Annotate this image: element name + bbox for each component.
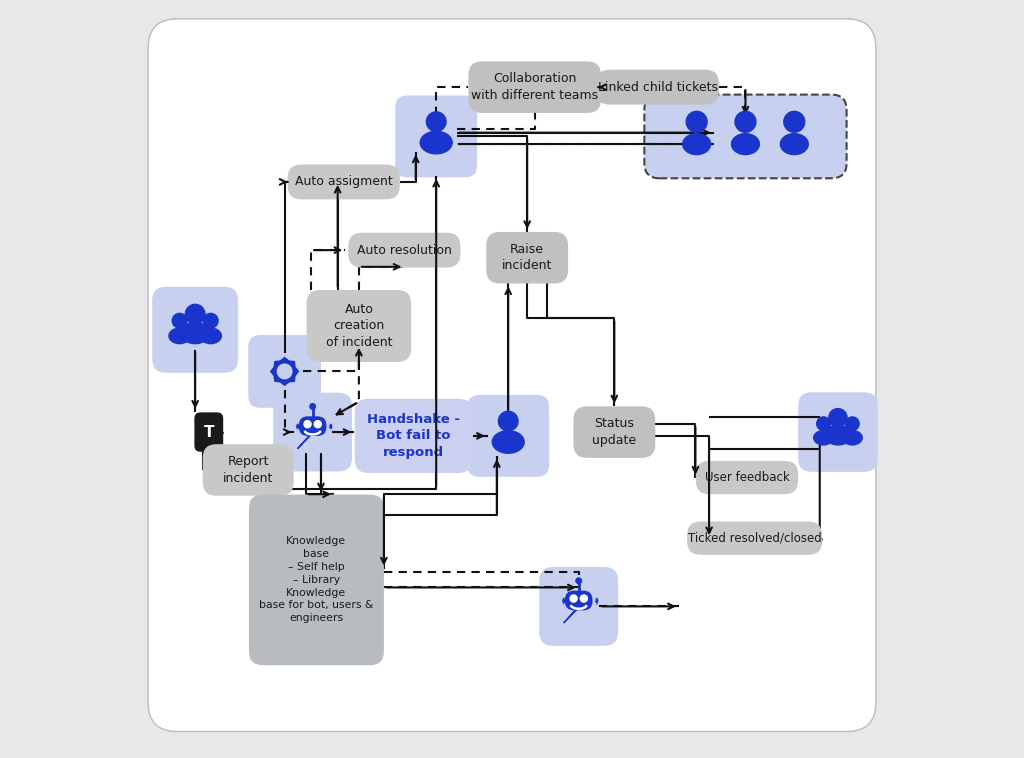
- Ellipse shape: [181, 322, 210, 343]
- FancyBboxPatch shape: [696, 461, 798, 494]
- Circle shape: [499, 412, 518, 431]
- Circle shape: [304, 421, 311, 428]
- Ellipse shape: [824, 425, 851, 445]
- Circle shape: [310, 404, 315, 409]
- FancyBboxPatch shape: [148, 19, 876, 731]
- Ellipse shape: [814, 431, 834, 445]
- Text: Collaboration
with different teams: Collaboration with different teams: [471, 73, 598, 102]
- Text: User feedback: User feedback: [705, 471, 790, 484]
- Text: Linked child tickets: Linked child tickets: [598, 80, 718, 94]
- Polygon shape: [564, 609, 577, 623]
- Text: Auto resolution: Auto resolution: [357, 243, 452, 257]
- FancyBboxPatch shape: [348, 233, 461, 268]
- Circle shape: [783, 111, 805, 132]
- Text: T: T: [204, 424, 214, 440]
- FancyBboxPatch shape: [486, 232, 568, 283]
- Circle shape: [575, 578, 582, 584]
- FancyBboxPatch shape: [540, 567, 618, 646]
- Text: Status
update: Status update: [592, 418, 636, 446]
- Circle shape: [426, 112, 446, 132]
- Text: Auto assigment: Auto assigment: [295, 175, 392, 189]
- FancyBboxPatch shape: [395, 96, 477, 177]
- FancyBboxPatch shape: [573, 406, 655, 458]
- FancyBboxPatch shape: [798, 393, 878, 471]
- Polygon shape: [298, 435, 310, 449]
- FancyBboxPatch shape: [249, 495, 384, 666]
- FancyBboxPatch shape: [288, 164, 399, 199]
- FancyBboxPatch shape: [273, 393, 352, 471]
- Text: Report
incident: Report incident: [223, 456, 273, 484]
- Circle shape: [314, 421, 322, 428]
- FancyBboxPatch shape: [467, 395, 549, 477]
- FancyBboxPatch shape: [203, 444, 294, 496]
- FancyBboxPatch shape: [329, 423, 333, 430]
- FancyBboxPatch shape: [153, 287, 239, 373]
- FancyBboxPatch shape: [644, 95, 847, 178]
- FancyBboxPatch shape: [595, 597, 599, 604]
- Ellipse shape: [843, 431, 862, 445]
- Ellipse shape: [731, 133, 760, 155]
- Ellipse shape: [683, 133, 711, 155]
- FancyBboxPatch shape: [468, 61, 601, 113]
- FancyBboxPatch shape: [306, 290, 412, 362]
- Circle shape: [185, 305, 205, 324]
- FancyBboxPatch shape: [248, 335, 321, 408]
- Text: Ticked resolved/closed: Ticked resolved/closed: [688, 531, 821, 545]
- FancyBboxPatch shape: [195, 412, 223, 452]
- FancyBboxPatch shape: [565, 590, 593, 610]
- Ellipse shape: [169, 328, 190, 343]
- Ellipse shape: [780, 133, 808, 155]
- Polygon shape: [270, 358, 298, 385]
- Text: Raise
incident: Raise incident: [502, 243, 552, 272]
- Circle shape: [172, 313, 187, 328]
- FancyBboxPatch shape: [596, 70, 719, 105]
- Circle shape: [686, 111, 708, 132]
- Circle shape: [278, 364, 292, 379]
- FancyBboxPatch shape: [296, 423, 300, 430]
- FancyBboxPatch shape: [299, 416, 327, 436]
- Text: Knowledge
base
– Self help
– Library
Knowledge
base for bot, users &
engineers: Knowledge base – Self help – Library Kno…: [259, 537, 374, 623]
- Circle shape: [846, 417, 859, 431]
- Ellipse shape: [493, 431, 524, 453]
- FancyBboxPatch shape: [687, 522, 822, 555]
- Circle shape: [570, 595, 578, 602]
- Circle shape: [828, 409, 847, 427]
- FancyBboxPatch shape: [561, 597, 566, 604]
- Circle shape: [817, 417, 830, 431]
- Ellipse shape: [200, 328, 221, 343]
- Text: Handshake -
Bot fail to
respond: Handshake - Bot fail to respond: [367, 413, 460, 459]
- Circle shape: [581, 595, 588, 602]
- FancyBboxPatch shape: [354, 399, 472, 473]
- Circle shape: [204, 313, 218, 328]
- Text: Auto
creation
of incident: Auto creation of incident: [326, 303, 392, 349]
- Circle shape: [735, 111, 756, 132]
- Ellipse shape: [420, 131, 453, 154]
